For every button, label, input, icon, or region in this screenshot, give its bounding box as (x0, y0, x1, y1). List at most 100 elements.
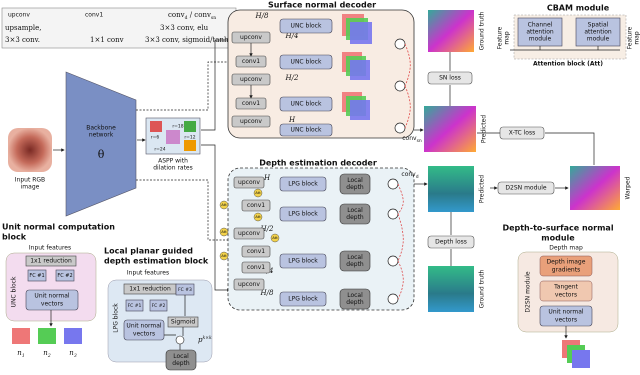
att (219, 227, 229, 237)
text-part: p (198, 336, 203, 344)
label: map (634, 31, 640, 45)
label: Unit normal (548, 309, 583, 316)
lpg-rows: LPG block LPG block LPG block LPG block (279, 176, 327, 307)
label: upconv (240, 118, 262, 125)
text-part: conv (402, 135, 417, 142)
label: θ (98, 148, 105, 161)
cbam: CBAM module Feature map Channel attentio… (497, 4, 640, 68)
skip (136, 61, 230, 111)
image (428, 10, 474, 52)
unc-block (279, 54, 333, 70)
label: Channel (528, 22, 553, 29)
upconv (233, 278, 265, 291)
title: Depth-to-surface normal (502, 224, 613, 233)
label: SN loss (439, 75, 461, 82)
rate: r=12 (184, 135, 195, 141)
att (253, 188, 263, 198)
label: UNC block (291, 101, 322, 108)
scale: H (263, 174, 271, 182)
lpg-block (279, 291, 327, 307)
label: n3 (69, 349, 77, 359)
label: vectors (41, 301, 63, 308)
upconv (233, 176, 265, 189)
label: Local (347, 292, 363, 299)
label: X-TC loss (509, 130, 535, 137)
local-depth (339, 250, 371, 272)
multiply (175, 335, 185, 345)
text-part: 3 (74, 353, 77, 359)
tangent (539, 280, 593, 302)
unc-detail: Unit normal computation block Input feat… (2, 223, 115, 359)
text-part: n (17, 349, 22, 357)
label: UNC block (291, 23, 322, 30)
text-part: d (185, 15, 188, 21)
label: gradients (552, 267, 580, 274)
label: Att (221, 253, 227, 258)
scale: H/4 (285, 32, 299, 40)
label: convsn (402, 135, 422, 144)
label: Depth loss (435, 239, 467, 246)
vectors (123, 319, 165, 341)
label: Ground truth (479, 269, 486, 308)
scale: H/8 (255, 12, 269, 20)
label: depth (346, 214, 364, 221)
rate: r=24 (154, 147, 165, 153)
label: Predicted (479, 175, 486, 203)
label: vectors (555, 317, 577, 324)
title: block (2, 233, 27, 242)
label: Att (255, 214, 261, 219)
label: depth (346, 299, 364, 306)
label: FC #1 (128, 303, 142, 309)
legend-name: upconv (8, 12, 30, 19)
scale: H (288, 116, 296, 124)
label: conv1 (242, 58, 260, 65)
label: Feature (627, 26, 634, 49)
label: conv1 (247, 264, 265, 271)
legend-name: convd / convsn (168, 11, 216, 21)
label: Backbone (86, 125, 116, 132)
fc (125, 299, 144, 312)
label: Local (347, 254, 363, 261)
label: attention (526, 29, 554, 36)
local-depth (339, 173, 371, 195)
label: Tangent (553, 284, 578, 291)
refine-path (404, 43, 411, 129)
conv1 (241, 261, 271, 274)
title: Surface normal decoder (268, 1, 376, 10)
sum-node (387, 208, 399, 220)
label: Input RGB (15, 177, 45, 184)
label: UNC block (11, 276, 18, 307)
title: module (541, 234, 575, 243)
d2sn-detail: Depth-to-surface normal module Depth map… (502, 224, 619, 368)
aspp-kernel (166, 130, 180, 144)
label: D2SN module (505, 185, 546, 192)
arrow (164, 295, 186, 350)
local-depth-rows: Local depth Local depth Local depth Loca… (339, 173, 371, 310)
upconv (233, 227, 265, 240)
label: Att (221, 202, 227, 207)
label: LPG block (288, 211, 318, 218)
skip (136, 179, 230, 241)
input-image (8, 128, 52, 172)
label: Spatial (588, 22, 609, 29)
text-part: / conv (188, 11, 211, 19)
label: attention (584, 29, 612, 36)
label: Local (173, 353, 189, 360)
att (253, 212, 263, 222)
arrow (510, 46, 620, 51)
fc (27, 269, 47, 282)
text-part: 1 (22, 353, 25, 359)
spatial-attention (575, 17, 621, 47)
text-part: n (69, 349, 74, 357)
label: image (21, 184, 40, 191)
label: Unit normal (34, 293, 69, 300)
image (570, 166, 620, 210)
legend-name: conv1 (85, 12, 103, 19)
sum-node (394, 122, 406, 134)
att (219, 200, 229, 210)
att (270, 233, 280, 243)
local-depth (339, 203, 371, 225)
label: Warped (625, 176, 632, 199)
sum-node (387, 293, 399, 305)
